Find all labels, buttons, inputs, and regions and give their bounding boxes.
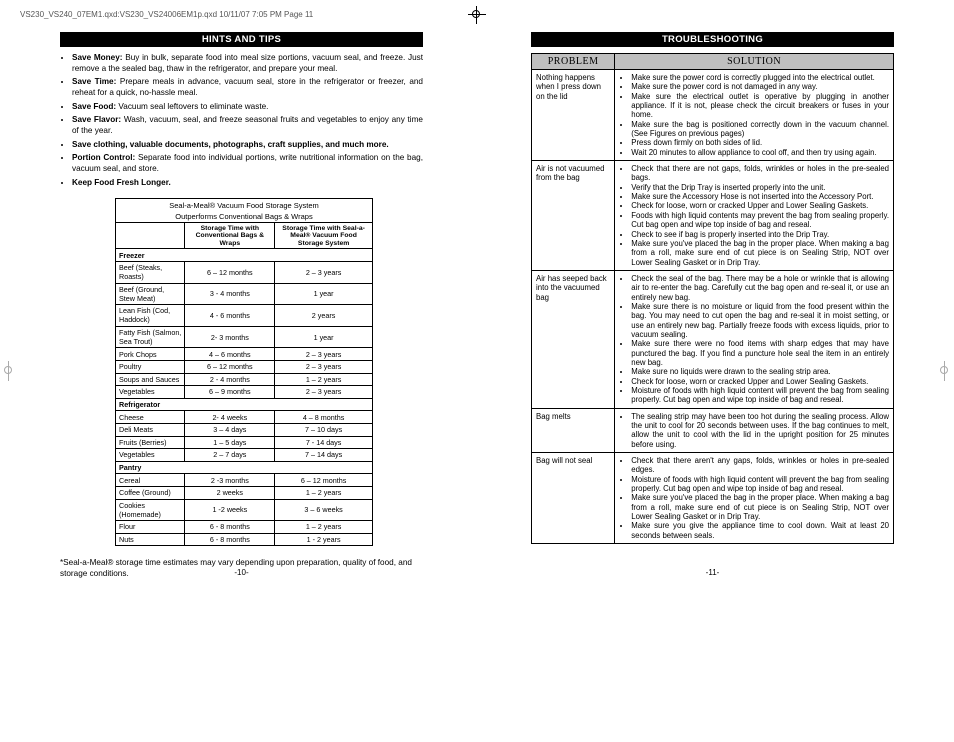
solution-item: Make sure the electrical outlet is opera… — [631, 92, 889, 120]
solution-item: Verify that the Drip Tray is inserted pr… — [631, 183, 889, 192]
table-row: Fruits (Berries)1 – 5 days7 - 14 days — [116, 436, 373, 449]
hint-item: Save clothing, valuable documents, photo… — [72, 140, 423, 151]
hint-item: Save Money: Buy in bulk, separate food i… — [72, 53, 423, 74]
hints-header: HINTS AND TIPS — [60, 32, 423, 47]
table-row: Beef (Ground, Stew Meat)3 - 4 months1 ye… — [116, 283, 373, 305]
problem-cell: Bag melts — [532, 408, 615, 452]
solution-cell: Check that there aren't any gaps, folds,… — [615, 453, 894, 544]
table-row: Air has seeped back into the vacuumed ba… — [532, 270, 894, 408]
troubleshooting-table: PROBLEM SOLUTION Nothing happens when I … — [531, 53, 894, 544]
page-number-right: -11- — [706, 568, 720, 577]
solution-item: Check that there are not gaps, folds, wr… — [631, 164, 889, 183]
page-right: TROUBLESHOOTING PROBLEM SOLUTION Nothing… — [491, 32, 934, 579]
solution-item: Make sure the bag is positioned correctl… — [631, 120, 889, 139]
solution-cell: Check the seal of the bag. There may be … — [615, 270, 894, 408]
storage-col3: Storage Time with Seal-a-Meal® Vacuum Fo… — [275, 223, 373, 249]
solution-item: Make sure you've placed the bag in the p… — [631, 493, 889, 521]
table-row: Poultry6 – 12 months2 – 3 years — [116, 360, 373, 373]
storage-section: Freezer — [116, 249, 373, 262]
solution-item: Check for loose, worn or cracked Upper a… — [631, 377, 889, 386]
solution-cell: Make sure the power cord is correctly pl… — [615, 70, 894, 161]
registration-mark-left — [2, 364, 16, 378]
problem-cell: Air has seeped back into the vacuumed ba… — [532, 270, 615, 408]
solution-item: Check for loose, worn or cracked Upper a… — [631, 201, 889, 210]
solution-item: Press down firmly on both sides of lid. — [631, 138, 889, 147]
table-row: Soups and Sauces2 - 4 months1 – 2 years — [116, 373, 373, 386]
solution-item: Make sure no liquids were drawn to the s… — [631, 367, 889, 376]
table-row: Pork Chops4 – 6 months2 – 3 years — [116, 348, 373, 361]
hint-item: Save Food: Vacuum seal leftovers to elim… — [72, 102, 423, 113]
table-row: Air is not vacuumed from the bag Check th… — [532, 161, 894, 271]
storage-section: Refrigerator — [116, 398, 373, 411]
problem-cell: Bag will not seal — [532, 453, 615, 544]
storage-table: Seal-a-Meal® Vacuum Food Storage System … — [115, 198, 373, 546]
solution-item: Make sure there is no moisture or liquid… — [631, 302, 889, 339]
col-solution: SOLUTION — [615, 54, 894, 70]
table-row: Nuts6 - 8 months1 - 2 years — [116, 533, 373, 546]
hint-item: Portion Control: Separate food into indi… — [72, 153, 423, 174]
table-row: Flour6 - 8 months1 – 2 years — [116, 521, 373, 534]
table-row: Fatty Fish (Salmon, Sea Trout)2- 3 month… — [116, 326, 373, 348]
table-row: Coffee (Ground)2 weeks1 – 2 years — [116, 486, 373, 499]
table-row: Cheese2- 4 weeks4 – 8 months — [116, 411, 373, 424]
table-row: Beef (Steaks, Roasts)6 – 12 months2 – 3 … — [116, 262, 373, 284]
solution-item: Wait 20 minutes to allow appliance to co… — [631, 148, 889, 157]
table-row: Cookies (Homemade)1 -2 weeks3 – 6 weeks — [116, 499, 373, 521]
hint-item: Save Time: Prepare meals in advance, vac… — [72, 77, 423, 98]
solution-item: Check that there aren't any gaps, folds,… — [631, 456, 889, 475]
table-row: Deli Meats3 – 4 days7 – 10 days — [116, 423, 373, 436]
solution-item: Make sure the Accessory Hose is not inse… — [631, 192, 889, 201]
solution-item: Check to see if bag is properly inserted… — [631, 230, 889, 239]
table-row: Vegetables2 – 7 days7 – 14 days — [116, 449, 373, 462]
storage-col2: Storage Time with Conventional Bags & Wr… — [185, 223, 275, 249]
table-row: Bag melts The sealing strip may have been… — [532, 408, 894, 452]
table-row: Nothing happens when I press down on the… — [532, 70, 894, 161]
print-header: VS230_VS240_07EM1.qxd:VS230_VS24006EM1p.… — [20, 10, 313, 19]
hint-item: Save Flavor: Wash, vacuum, seal, and fre… — [72, 115, 423, 136]
solution-item: Foods with high liquid contents may prev… — [631, 211, 889, 230]
solution-item: The sealing strip may have been too hot … — [631, 412, 889, 449]
hint-item: Keep Food Fresh Longer. — [72, 178, 423, 189]
solution-item: Make sure you've placed the bag in the p… — [631, 239, 889, 267]
solution-item: Check the seal of the bag. There may be … — [631, 274, 889, 302]
registration-mark-top — [468, 6, 486, 24]
solution-cell: The sealing strip may have been too hot … — [615, 408, 894, 452]
storage-section: Pantry — [116, 461, 373, 474]
solution-item: Moisture of foods with high liquid conte… — [631, 386, 889, 405]
table-row: Lean Fish (Cod, Haddock)4 - 6 months2 ye… — [116, 305, 373, 327]
problem-cell: Air is not vacuumed from the bag — [532, 161, 615, 271]
storage-title: Seal-a-Meal® Vacuum Food Storage System — [116, 199, 373, 211]
table-row: Bag will not seal Check that there aren't… — [532, 453, 894, 544]
solution-item: Make sure there were no food items with … — [631, 339, 889, 367]
problem-cell: Nothing happens when I press down on the… — [532, 70, 615, 161]
solution-item: Make sure the power cord is not damaged … — [631, 82, 889, 91]
storage-subtitle: Outperforms Conventional Bags & Wraps — [116, 211, 373, 223]
table-row: Cereal2 -3 months6 – 12 months — [116, 474, 373, 487]
hints-list: Save Money: Buy in bulk, separate food i… — [20, 53, 463, 188]
solution-item: Make sure the power cord is correctly pl… — [631, 73, 889, 82]
page-number-left: -10- — [234, 568, 248, 577]
table-row: Vegetables6 – 9 months2 – 3 years — [116, 386, 373, 399]
col-problem: PROBLEM — [532, 54, 615, 70]
registration-mark-right — [938, 364, 952, 378]
storage-col1 — [116, 223, 185, 249]
page-left: HINTS AND TIPS Save Money: Buy in bulk, … — [20, 32, 463, 579]
troubleshooting-header: TROUBLESHOOTING — [531, 32, 894, 47]
solution-item: Moisture of foods with high liquid conte… — [631, 475, 889, 494]
solution-item: Make sure you give the appliance time to… — [631, 521, 889, 540]
solution-cell: Check that there are not gaps, folds, wr… — [615, 161, 894, 271]
